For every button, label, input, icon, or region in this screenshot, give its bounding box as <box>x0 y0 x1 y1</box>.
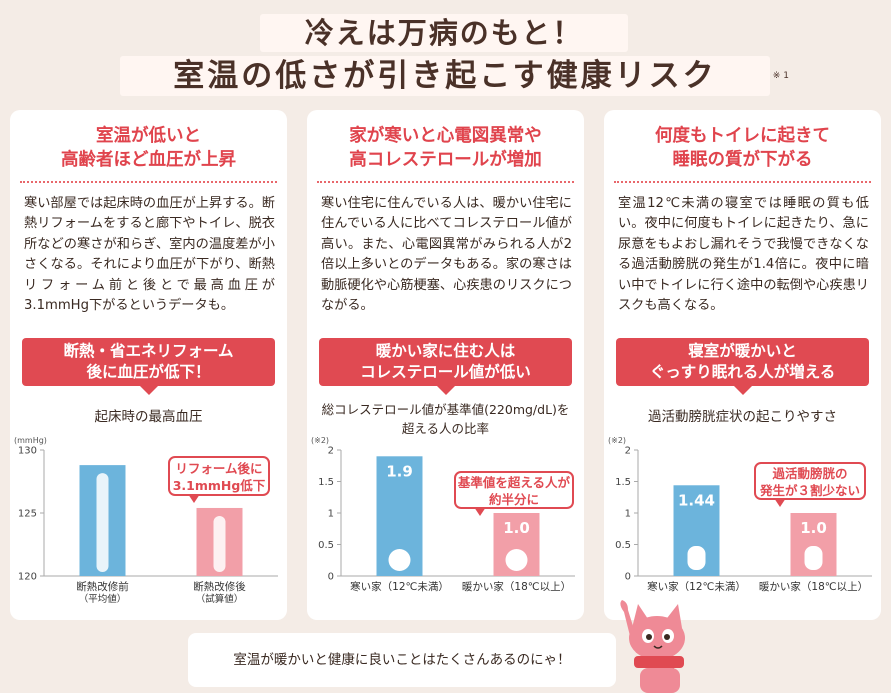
chart-title: 総コレステロール値が基準値(220mg/dL)を 超える人の比率 <box>321 402 570 436</box>
y-tick-label: 1 <box>328 509 334 520</box>
dotted-divider <box>614 181 871 183</box>
dotted-divider <box>317 181 574 183</box>
chart-callout: リフォーム後に 3.1mmHg低下 <box>168 456 270 503</box>
card-body: 寒い部屋では起床時の血圧が上昇する。断熱リフォームをすると廊下やトイレ、脱衣所な… <box>24 196 275 314</box>
cholesterol-icon <box>388 549 411 571</box>
chart-title: 過活動膀胱症状の起こりやすさ <box>648 409 837 425</box>
card-blood-pressure: 室温が低いと 高齢者ほど血圧が上昇 寒い部屋では起床時の血圧が上昇する。断熱リフ… <box>10 110 287 620</box>
card-banner: 断熱・省エネリフォーム 後に血圧が低下！ <box>22 338 275 395</box>
card-banner: 寝室が暖かいと ぐっすり眠れる人が増える <box>616 338 869 395</box>
y-tick-label: 125 <box>18 509 37 520</box>
x-tick-label: 暖かい家（18℃以上） <box>462 580 571 593</box>
y-tick-label: 1 <box>625 509 631 520</box>
footer-speech-bubble: 室温が暖かいと健康に良いことはたくさんあるのにゃ！ <box>188 633 616 687</box>
toilet-icon <box>804 546 823 570</box>
y-tick-label: 0 <box>328 572 334 583</box>
bar-value-label: 1.9 <box>386 462 413 480</box>
card-title: 何度もトイレに起きて 睡眠の質が下がる <box>655 126 830 170</box>
y-tick-label: 2 <box>328 446 334 457</box>
y-tick-label: 0.5 <box>615 540 631 551</box>
bar-value-label: 1.44 <box>678 491 715 509</box>
unit-label: (mmHg) <box>14 436 47 445</box>
toilet-icon <box>687 546 706 570</box>
x-tick-label: 断熱改修前 <box>76 580 129 593</box>
card-banner: 暖かい家に住む人は コレステロール値が低い <box>319 338 572 395</box>
chart-callout: 基準値を超える人が 約半分に <box>454 471 574 516</box>
x-tick-label: （平均値） <box>79 593 127 605</box>
headline-line-1: 冷えは万病のもと！ <box>260 14 628 52</box>
x-tick-label: 寒い家（12℃未満） <box>350 580 449 593</box>
y-tick-label: 130 <box>18 446 37 457</box>
cholesterol-icon <box>505 549 528 571</box>
y-tick-label: 0 <box>625 572 631 583</box>
card-sleep: 何度もトイレに起きて 睡眠の質が下がる 室温12℃未満の寝室では睡眠の質も低い。… <box>604 110 881 620</box>
headline-note: ※1 <box>772 71 792 81</box>
x-tick-label: 暖かい家（18℃以上） <box>759 580 868 593</box>
y-tick-label: 1.5 <box>318 477 334 488</box>
thermometer-icon <box>96 473 109 572</box>
y-tick-label: 2 <box>625 446 631 457</box>
chart-title: 起床時の最高血圧 <box>94 409 203 425</box>
headline-line-2: 室温の低さが引き起こす健康リスク ※1 <box>120 56 789 96</box>
x-tick-label: 寒い家（12℃未満） <box>647 580 746 593</box>
x-tick-label: 断熱改修後 <box>193 580 246 593</box>
bar-value-label: 1.0 <box>503 519 530 537</box>
footer-text: 室温が暖かいと健康に良いことはたくさんあるのにゃ！ <box>233 652 571 668</box>
bar-value-label: 1.0 <box>800 519 827 537</box>
y-tick-label: 1.5 <box>615 477 631 488</box>
card-title: 家が寒いと心電図異常や 高コレステロールが増加 <box>349 126 542 170</box>
y-tick-label: 120 <box>18 572 37 583</box>
dotted-divider <box>20 181 277 183</box>
chart-callout: 過活動膀胱の 発生が３割少ない <box>754 462 866 507</box>
card-body: 寒い住宅に住んでいる人は、暖かい住宅に住んでいる人に比べてコレステロール値が高い… <box>321 196 572 314</box>
y-tick-label: 0.5 <box>318 540 334 551</box>
cat-mascot-icon <box>620 600 685 693</box>
card-title: 室温が低いと 高齢者ほど血圧が上昇 <box>61 126 236 170</box>
card-cholesterol: 家が寒いと心電図異常や 高コレステロールが増加 寒い住宅に住んでいる人は、暖かい… <box>307 110 584 620</box>
chart-blood-pressure: (mmHg) 120 125 130 断熱改修前（平均値） 断熱改修後（試算値） <box>14 436 278 605</box>
thermometer-icon <box>213 515 226 572</box>
chart-overactive-bladder: (※2) 0 0.5 1 1.5 2 1.44 寒い家（12℃未満） 1.0 暖かい家（18℃以上… <box>608 436 872 593</box>
x-tick-label: （試算値） <box>196 593 244 605</box>
headline-line-2-text: 室温の低さが引き起こす健康リスク <box>173 58 717 94</box>
title-band: 冷えは万病のもと！ 室温の低さが引き起こす健康リスク ※1 <box>0 0 891 102</box>
card-body: 室温12℃未満の寝室では睡眠の質も低い。夜中に何度もトイレに起きたり、急に尿意を… <box>618 196 869 314</box>
chart-cholesterol: (※2) 0 0.5 1 1.5 2 1.9 寒い家（12℃未満） 1.0 暖かい家（18℃以上） <box>311 436 575 593</box>
unit-label: (※2) <box>311 436 329 445</box>
unit-label: (※2) <box>608 436 626 445</box>
